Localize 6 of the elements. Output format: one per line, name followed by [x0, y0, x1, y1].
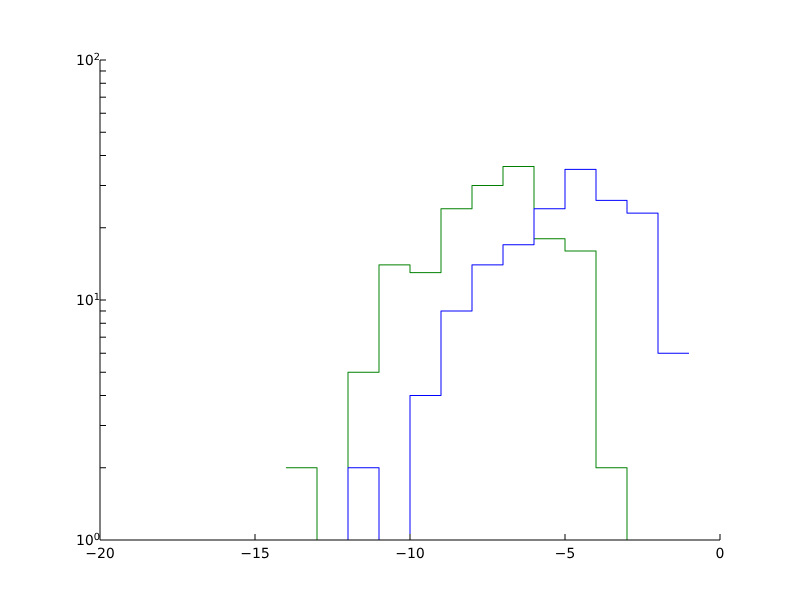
x-tick-label: 0: [716, 546, 724, 562]
y-tick-label: 10$^{2}$: [76, 52, 100, 69]
x-tick-label: −15: [240, 546, 270, 562]
x-tick-label: −5: [554, 546, 576, 562]
x-tick-label: −10: [395, 546, 425, 562]
y-tick-label: 10$^{1}$: [76, 292, 100, 309]
